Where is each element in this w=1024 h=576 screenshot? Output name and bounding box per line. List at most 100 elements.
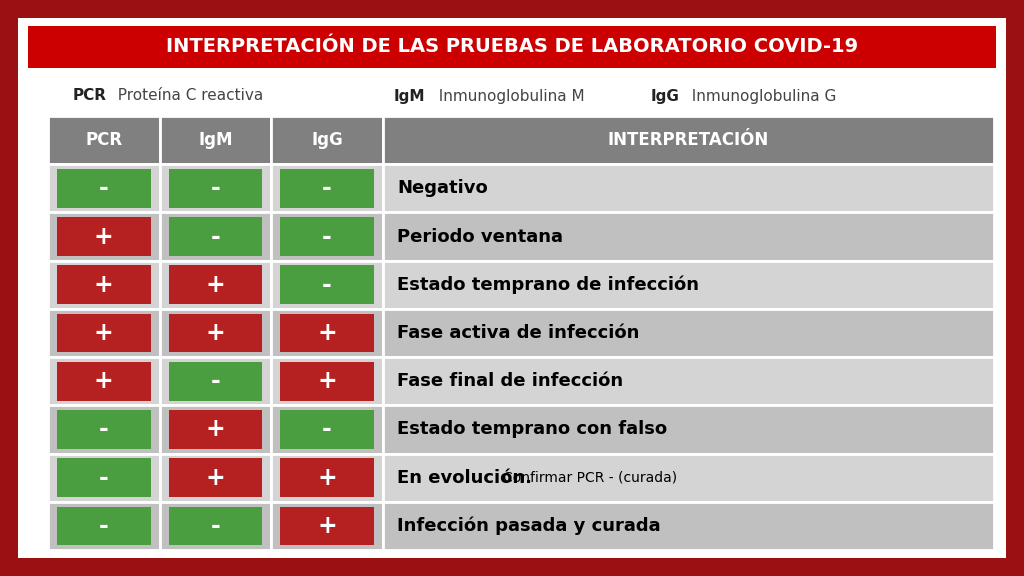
Bar <box>48 453 160 502</box>
Bar <box>57 458 151 497</box>
Text: En evolución.: En evolución. <box>397 469 531 487</box>
Text: -: - <box>99 465 109 490</box>
Text: +: + <box>94 273 114 297</box>
Bar <box>57 410 151 449</box>
Bar <box>169 458 262 497</box>
Bar <box>160 261 271 309</box>
Text: +: + <box>317 465 337 490</box>
Bar <box>57 217 151 256</box>
Text: IgG: IgG <box>311 131 343 149</box>
Bar <box>383 406 994 453</box>
Text: Confirmar PCR - (curada): Confirmar PCR - (curada) <box>504 471 678 484</box>
Bar <box>281 314 374 353</box>
Bar <box>383 213 994 261</box>
Text: -: - <box>211 176 220 200</box>
Bar <box>169 266 262 304</box>
Bar <box>160 116 271 164</box>
Text: +: + <box>206 465 225 490</box>
Bar <box>383 357 994 406</box>
Bar <box>57 266 151 304</box>
Bar <box>160 453 271 502</box>
Bar <box>169 362 262 400</box>
Bar <box>169 507 262 545</box>
Text: -: - <box>99 176 109 200</box>
Text: PCR: PCR <box>85 131 123 149</box>
Text: IgM: IgM <box>393 89 425 104</box>
Text: +: + <box>94 369 114 393</box>
Text: Fase activa de infección: Fase activa de infección <box>397 324 639 342</box>
Bar <box>48 309 160 357</box>
Text: -: - <box>211 225 220 249</box>
Bar <box>383 309 994 357</box>
Bar <box>169 169 262 207</box>
Bar <box>281 169 374 207</box>
Bar <box>169 410 262 449</box>
Bar <box>57 507 151 545</box>
Text: -: - <box>99 514 109 538</box>
Bar <box>48 164 160 213</box>
Bar <box>383 164 994 213</box>
Text: +: + <box>206 418 225 441</box>
Text: Inmunoglobulina G: Inmunoglobulina G <box>682 89 837 104</box>
Bar <box>281 507 374 545</box>
Bar <box>271 357 383 406</box>
Text: +: + <box>317 369 337 393</box>
Bar <box>271 453 383 502</box>
Text: +: + <box>317 514 337 538</box>
Text: -: - <box>323 225 332 249</box>
Text: Estado temprano con falso: Estado temprano con falso <box>397 420 667 438</box>
Bar <box>281 410 374 449</box>
Bar <box>57 314 151 353</box>
Text: Infección pasada y curada: Infección pasada y curada <box>397 517 660 535</box>
Bar <box>271 502 383 550</box>
Bar <box>57 362 151 400</box>
Text: Estado temprano de infección: Estado temprano de infección <box>397 275 699 294</box>
Bar <box>281 362 374 400</box>
Bar <box>160 406 271 453</box>
Bar <box>48 357 160 406</box>
Bar <box>48 406 160 453</box>
Bar <box>48 261 160 309</box>
Text: -: - <box>323 418 332 441</box>
Bar <box>271 309 383 357</box>
Bar <box>28 26 996 68</box>
Bar <box>169 314 262 353</box>
Text: Fase final de infección: Fase final de infección <box>397 372 623 390</box>
Text: -: - <box>323 273 332 297</box>
Text: PCR: PCR <box>73 89 106 104</box>
Bar <box>271 164 383 213</box>
Bar <box>48 502 160 550</box>
Text: -: - <box>323 176 332 200</box>
Text: IgM: IgM <box>199 131 232 149</box>
Bar <box>160 309 271 357</box>
Text: +: + <box>317 321 337 345</box>
Bar <box>160 164 271 213</box>
Text: +: + <box>206 273 225 297</box>
Text: -: - <box>211 514 220 538</box>
Text: +: + <box>206 321 225 345</box>
Bar <box>169 217 262 256</box>
Bar <box>271 261 383 309</box>
Bar <box>160 357 271 406</box>
Bar <box>281 266 374 304</box>
Text: IgG: IgG <box>650 89 679 104</box>
Text: -: - <box>99 418 109 441</box>
Text: +: + <box>94 225 114 249</box>
Bar <box>281 217 374 256</box>
Bar <box>48 116 160 164</box>
Text: Proteína C reactiva: Proteína C reactiva <box>109 89 263 104</box>
Bar <box>57 169 151 207</box>
Text: INTERPRETACIÓN DE LAS PRUEBAS DE LABORATORIO COVID-19: INTERPRETACIÓN DE LAS PRUEBAS DE LABORAT… <box>166 37 858 56</box>
Text: Periodo ventana: Periodo ventana <box>397 228 563 245</box>
Bar <box>160 502 271 550</box>
Bar <box>160 213 271 261</box>
Bar <box>383 502 994 550</box>
Text: Inmunoglobulina M: Inmunoglobulina M <box>429 89 585 104</box>
Bar <box>281 458 374 497</box>
Bar <box>271 116 383 164</box>
Bar <box>271 213 383 261</box>
Bar <box>271 406 383 453</box>
Text: INTERPRETACIÓN: INTERPRETACIÓN <box>608 131 769 149</box>
Text: -: - <box>211 369 220 393</box>
Bar <box>383 116 994 164</box>
